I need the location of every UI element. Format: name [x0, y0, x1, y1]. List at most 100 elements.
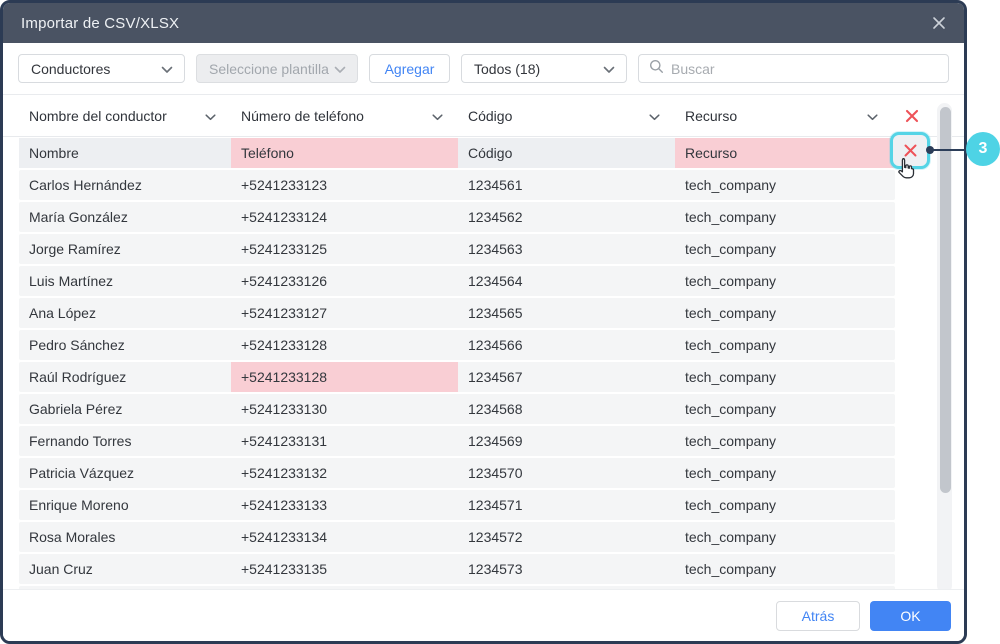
- table-row: Patricia Vázquez +5241233132 1234570 tech_c…: [19, 458, 895, 488]
- mapping-row: Nombre Teléfono Código Recurso: [19, 138, 895, 168]
- cell-code: 1234571: [468, 497, 523, 513]
- cell-resource: tech_company: [685, 177, 777, 193]
- column-header-resource[interactable]: Recurso: [675, 108, 893, 124]
- cell-code: 1234565: [468, 305, 523, 321]
- filter-dropdown-value: Todos (18): [474, 60, 541, 77]
- cell-code: 1234563: [468, 241, 523, 257]
- cell-resource: tech_company: [685, 337, 777, 353]
- table-row: Enrique Moreno +5241233133 1234571 tech_com…: [19, 490, 895, 520]
- chevron-down-icon: [867, 108, 878, 124]
- column-header-label: Número de teléfono: [241, 107, 364, 124]
- cell-phone: +5241233132: [241, 465, 328, 481]
- cell-name: Luis Martínez: [29, 273, 114, 289]
- search-input[interactable]: [671, 60, 938, 77]
- cell-resource: tech_company: [685, 497, 777, 513]
- cell-name: Fernando Torres: [29, 433, 132, 449]
- cell-phone: +5241233133: [241, 497, 328, 513]
- dialog-title: Importar de CSV/XLSX: [21, 14, 180, 32]
- entity-dropdown[interactable]: Conductores: [18, 54, 185, 83]
- cell-resource: tech_company: [685, 465, 777, 481]
- cell-resource: tech_company: [685, 273, 777, 289]
- chevron-down-icon: [334, 61, 346, 77]
- chevron-down-icon: [649, 108, 660, 124]
- table-row: María González +5241233124 1234562 tech_com…: [19, 202, 895, 232]
- cell-phone: +5241233126: [241, 273, 328, 289]
- template-dropdown-placeholder: Seleccione plantilla: [209, 60, 329, 77]
- cell-resource: tech_company: [685, 241, 777, 257]
- chevron-down-icon: [432, 108, 443, 124]
- callout-3-badge: 3: [966, 132, 1000, 166]
- mapping-cell-name: Nombre: [19, 138, 231, 168]
- column-header-name[interactable]: Nombre del conductor: [19, 108, 231, 124]
- table-row: Pedro Sánchez +5241233128 1234566 tech_comp…: [19, 330, 895, 360]
- cell-code: 1234566: [468, 337, 523, 353]
- cell-code: 1234567: [468, 369, 523, 385]
- cell-code: 1234570: [468, 465, 523, 481]
- column-header-code[interactable]: Código: [458, 108, 675, 124]
- cell-name: Jorge Ramírez: [29, 241, 121, 257]
- dialog-titlebar: Importar de CSV/XLSX: [3, 3, 964, 43]
- column-header-label: Código: [468, 107, 513, 124]
- table-body: Nombre Teléfono Código Recurso Carlos He…: [19, 138, 895, 594]
- cell-resource: tech_company: [685, 433, 777, 449]
- mapping-cell-resource: Recurso: [675, 138, 895, 168]
- cell-resource: tech_company: [685, 369, 777, 385]
- ok-button[interactable]: OK: [870, 600, 951, 631]
- back-button[interactable]: Atrás: [776, 600, 860, 631]
- cell-phone: +5241233135: [241, 561, 328, 577]
- column-header-label: Nombre del conductor: [29, 107, 167, 124]
- table-header: Nombre del conductor Número de teléfono …: [3, 95, 964, 137]
- cell-code: 1234568: [468, 401, 523, 417]
- cell-resource: tech_company: [685, 401, 777, 417]
- search-box: [638, 54, 949, 83]
- cell-code: 1234572: [468, 529, 523, 545]
- header-remove-icon[interactable]: [893, 108, 931, 124]
- cell-name: Juan Cruz: [29, 561, 93, 577]
- table-row: Gabriela Pérez +5241233130 1234568 tech_com…: [19, 394, 895, 424]
- cell-name: María González: [29, 209, 128, 225]
- table-row: Raúl Rodríguez +5241233128 1234567 tech_com…: [19, 362, 895, 392]
- cell-name: Pedro Sánchez: [29, 337, 125, 353]
- template-dropdown[interactable]: Seleccione plantilla: [196, 54, 358, 83]
- chevron-down-icon: [161, 61, 173, 77]
- mapping-remove-button[interactable]: [890, 132, 930, 169]
- column-header-label: Recurso: [685, 107, 738, 124]
- dialog-footer: Atrás OK: [3, 589, 964, 641]
- table-row: Ana López +5241233127 1234565 tech_company: [19, 298, 895, 328]
- cell-code: 1234564: [468, 273, 523, 289]
- chevron-down-icon: [603, 61, 615, 77]
- table-row: Rosa Morales +5241233134 1234572 tech_compa…: [19, 522, 895, 552]
- cell-resource: tech_company: [685, 529, 777, 545]
- add-button[interactable]: Agregar: [369, 54, 450, 83]
- filter-dropdown[interactable]: Todos (18): [461, 54, 627, 83]
- cell-phone: +5241233134: [241, 529, 328, 545]
- search-icon: [649, 59, 664, 79]
- cell-name: Ana López: [29, 305, 96, 321]
- table-row: Luis Martínez +5241233126 1234564 tech_comp…: [19, 266, 895, 296]
- cell-phone: +5241233125: [241, 241, 328, 257]
- table-row: Carlos Hernández +5241233123 1234561 tech_c…: [19, 170, 895, 200]
- scrollbar-thumb[interactable]: [940, 107, 951, 493]
- cell-phone: +5241233131: [241, 433, 328, 449]
- table-row: Juan Cruz +5241233135 1234573 tech_company: [19, 554, 895, 584]
- mapping-cell-code: Código: [458, 138, 675, 168]
- column-header-phone[interactable]: Número de teléfono: [231, 108, 458, 124]
- cell-phone: +5241233130: [241, 401, 328, 417]
- cell-code: 1234569: [468, 433, 523, 449]
- cell-resource: tech_company: [685, 561, 777, 577]
- cell-code: 1234562: [468, 209, 523, 225]
- cell-resource: tech_company: [685, 305, 777, 321]
- close-icon[interactable]: [930, 14, 948, 32]
- callout-connector-dot: [926, 146, 934, 154]
- callout-connector-line: [932, 149, 967, 151]
- table-row: Fernando Torres +5241233131 1234569 tech_co…: [19, 426, 895, 456]
- cell-name: Patricia Vázquez: [29, 465, 135, 481]
- cell-name: Carlos Hernández: [29, 177, 142, 193]
- mapping-cell-phone: Teléfono: [231, 138, 458, 168]
- cell-name: Gabriela Pérez: [29, 401, 123, 417]
- cell-code: 1234561: [468, 177, 523, 193]
- cell-phone: +5241233123: [241, 177, 328, 193]
- cell-phone: +5241233128: [231, 362, 458, 392]
- entity-dropdown-value: Conductores: [31, 60, 111, 77]
- cell-code: 1234573: [468, 561, 523, 577]
